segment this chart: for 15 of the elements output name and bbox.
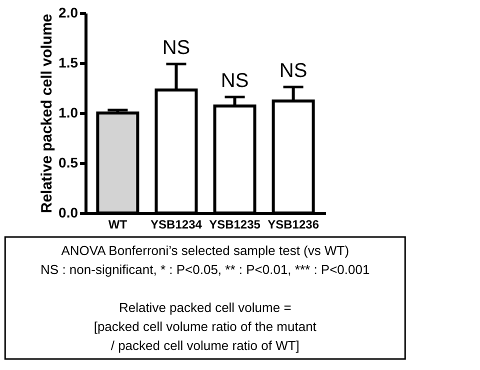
x-tick-label: YSB1236	[268, 218, 320, 232]
annotation: NS	[220, 70, 249, 92]
y-axis-title: Relative packed cell volume	[38, 14, 56, 214]
x-tick-label: YSB1235	[209, 218, 261, 232]
text: Relative packed cell volume = [packed cell volume ratio of the mutant / packed cell volume ratio of WT]	[94, 300, 317, 353]
x-tick-label: YSB1234	[150, 218, 202, 232]
y-tick-label: 2.0	[58, 4, 78, 20]
x-tick-label: WT	[108, 218, 128, 232]
y-tick-label: 1.0	[58, 104, 78, 120]
annotation: NS	[162, 37, 190, 59]
y-tick-label: 0.0	[58, 204, 78, 220]
y-tick-label: 1.5	[58, 54, 78, 70]
text: ANOVA Bonferroni’s selected sample test (vs WT) NS : non-significant, * : P<0.05, ** : P<0.01, *** : P<0.001	[40, 243, 370, 277]
annotation: NS	[279, 60, 308, 82]
y-tick-label: 0.5	[58, 154, 78, 170]
